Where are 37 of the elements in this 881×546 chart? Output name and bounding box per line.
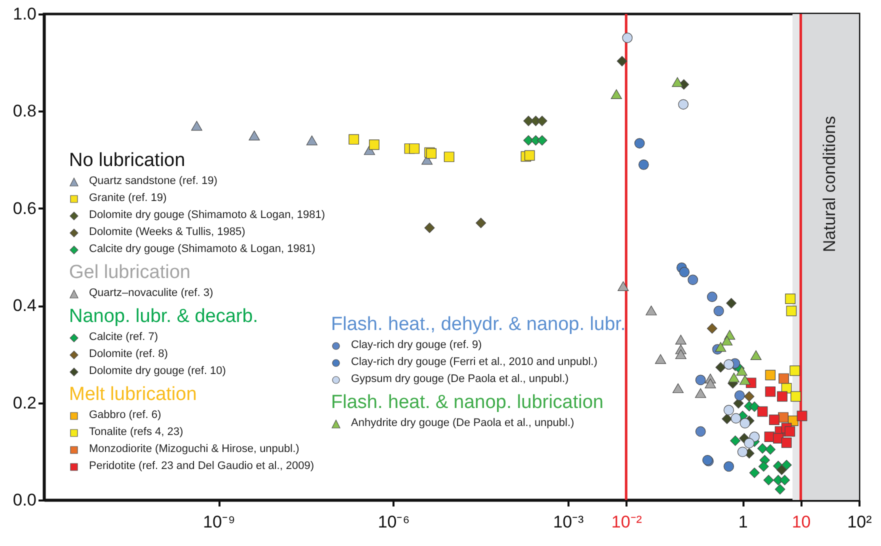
x-tick-label: 10⁻² bbox=[611, 512, 642, 532]
band-label: Natural conditions bbox=[820, 116, 839, 252]
annotation: Nanop. lubr. & decarb. bbox=[69, 305, 260, 329]
annotation: Flash. heat., dehydr. & nanop. lubr. bbox=[331, 313, 626, 337]
legend-label: Monzodiorite (Mizoguchi & Hirose, unpubl.) bbox=[89, 442, 300, 457]
x-tick-label: 10 bbox=[792, 512, 811, 532]
legend-label: Peridotite (ref. 23 and Del Gaudio et al., 2009) bbox=[89, 459, 314, 474]
legend-label: Dolomite dry gouge (ref. 10) bbox=[89, 364, 226, 379]
x-tick-label: 10⁻⁶ bbox=[378, 512, 410, 532]
legend-label: Calcite dry gouge (Shimamoto & Logan, 1981) bbox=[89, 242, 316, 257]
legend-label: Gypsum dry gouge (De Paola et al., unpubl.) bbox=[351, 372, 569, 387]
annotation: Melt lubrication bbox=[69, 383, 198, 407]
annotation: No lubrication bbox=[69, 149, 186, 173]
x-tick-label: 10² bbox=[847, 512, 872, 532]
legend-label: Quartz–novaculite (ref. 3) bbox=[89, 286, 214, 301]
x-tick-label: 10⁻³ bbox=[553, 512, 584, 532]
annotation: Flash. heat. & nanop. lubrication bbox=[331, 391, 605, 415]
y-tick-label: 0.6 bbox=[12, 198, 36, 218]
legend-label: Clay-rich dry gouge (ref. 9) bbox=[351, 338, 482, 353]
legend-label: Clay-rich dry gouge (Ferri et al., 2010 and unpubl.) bbox=[351, 355, 598, 370]
legend-label: Calcite (ref. 7) bbox=[89, 330, 158, 345]
legend-label: Granite (ref. 19) bbox=[89, 191, 167, 206]
legend-label: Gabbro (ref. 6) bbox=[89, 408, 162, 423]
y-tick-label: 0.2 bbox=[12, 393, 36, 412]
legend-label: Dolomite (Weeks & Tullis, 1985) bbox=[89, 225, 246, 240]
legend-label: Dolomite (ref. 8) bbox=[89, 347, 168, 362]
legend-label: Anhydrite dry gouge (De Paola et al., unpubl.) bbox=[351, 416, 574, 431]
y-tick-label: 0.8 bbox=[12, 102, 36, 121]
x-tick-label: 1 bbox=[738, 512, 748, 532]
annotation: Gel lubrication bbox=[69, 261, 192, 285]
legend-label: Dolomite dry gouge (Shimamoto & Logan, 1981) bbox=[89, 208, 326, 223]
legend-label: Tonalite (refs 4, 23) bbox=[89, 425, 184, 440]
y-tick-label: 1.0 bbox=[12, 4, 36, 24]
y-tick-label: 0.4 bbox=[12, 296, 36, 316]
x-tick-label: 10⁻⁹ bbox=[203, 512, 236, 532]
legend-label: Quartz sandstone (ref. 19) bbox=[89, 174, 218, 189]
y-tick-label: 0.0 bbox=[12, 490, 36, 510]
